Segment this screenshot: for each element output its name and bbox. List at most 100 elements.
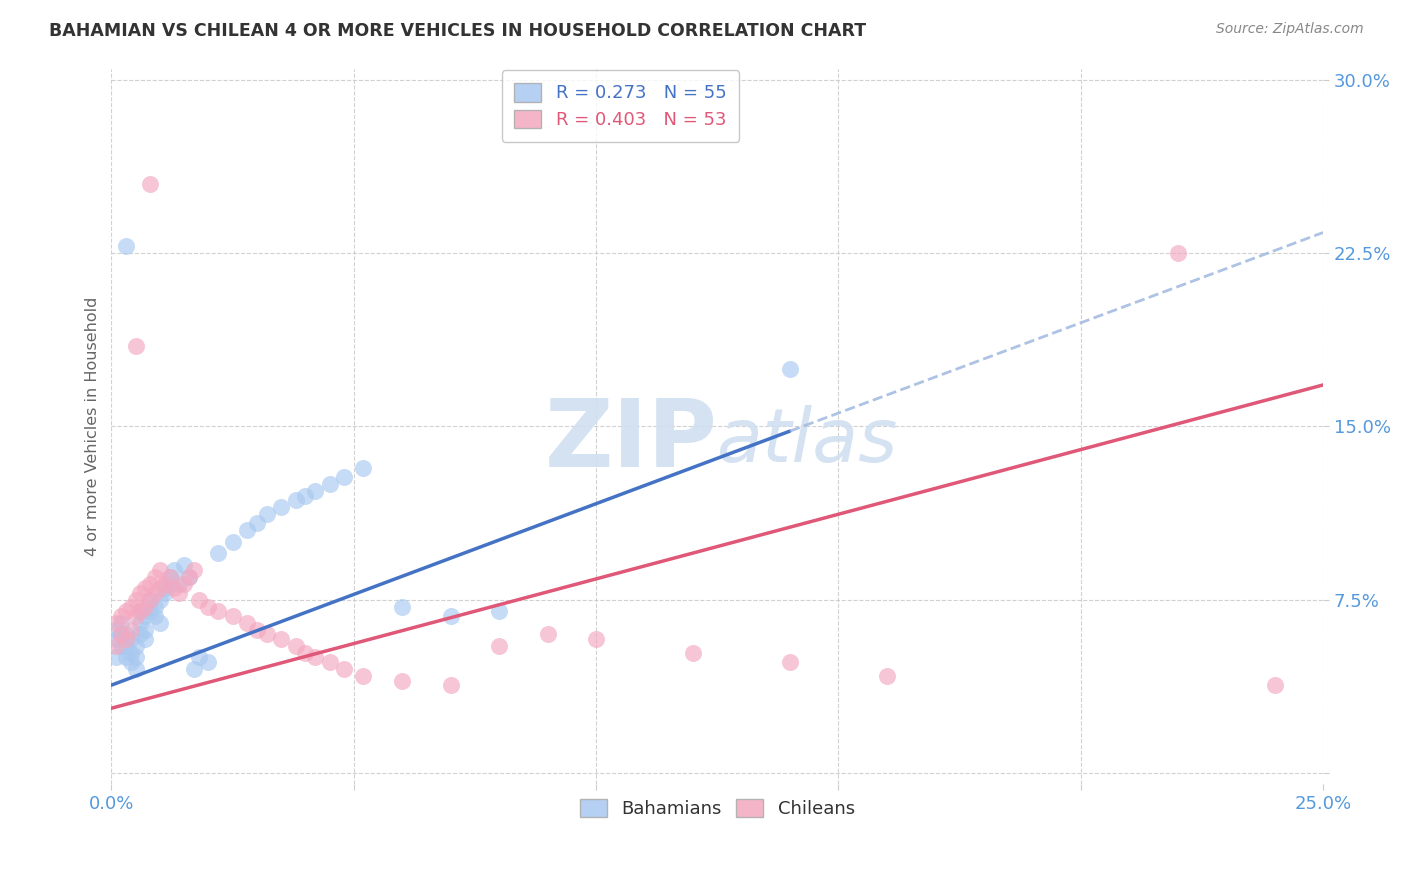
- Point: [124, 592, 146, 607]
- Point: [120, 599, 142, 614]
- Point: [110, 627, 132, 641]
- Point: [129, 627, 152, 641]
- Point: [353, 461, 375, 475]
- Point: [120, 623, 142, 637]
- Point: [333, 470, 356, 484]
- Point: [110, 639, 132, 653]
- Point: [129, 586, 152, 600]
- Point: [115, 239, 138, 253]
- Legend: Bahamians, Chileans: Bahamians, Chileans: [572, 792, 862, 825]
- Point: [159, 569, 181, 583]
- Point: [159, 569, 181, 583]
- Point: [169, 576, 191, 591]
- Point: [143, 608, 166, 623]
- Point: [682, 646, 704, 660]
- Point: [110, 608, 132, 623]
- Point: [187, 592, 209, 607]
- Point: [207, 547, 229, 561]
- Point: [207, 604, 229, 618]
- Point: [134, 623, 156, 637]
- Point: [159, 576, 181, 591]
- Point: [105, 639, 128, 653]
- Point: [124, 608, 146, 623]
- Point: [134, 581, 156, 595]
- Point: [221, 608, 243, 623]
- Point: [294, 646, 316, 660]
- Point: [304, 484, 326, 499]
- Point: [488, 604, 510, 618]
- Point: [134, 632, 156, 646]
- Point: [110, 627, 132, 641]
- Point: [177, 569, 200, 583]
- Y-axis label: 4 or more Vehicles in Household: 4 or more Vehicles in Household: [86, 297, 100, 556]
- Point: [173, 576, 195, 591]
- Point: [124, 639, 146, 653]
- Point: [284, 639, 307, 653]
- Point: [256, 507, 278, 521]
- Point: [585, 632, 607, 646]
- Point: [1264, 678, 1286, 692]
- Point: [120, 646, 142, 660]
- Point: [197, 655, 219, 669]
- Point: [115, 627, 138, 641]
- Point: [115, 639, 138, 653]
- Point: [440, 608, 463, 623]
- Point: [779, 361, 801, 376]
- Point: [169, 586, 191, 600]
- Point: [537, 627, 560, 641]
- Point: [163, 581, 186, 595]
- Point: [105, 632, 128, 646]
- Point: [153, 581, 176, 595]
- Point: [139, 592, 162, 607]
- Point: [153, 576, 176, 591]
- Point: [197, 599, 219, 614]
- Point: [1167, 246, 1189, 260]
- Point: [236, 524, 259, 538]
- Point: [294, 489, 316, 503]
- Point: [149, 581, 172, 595]
- Point: [246, 623, 269, 637]
- Point: [270, 500, 292, 515]
- Point: [236, 615, 259, 630]
- Point: [333, 662, 356, 676]
- Point: [488, 639, 510, 653]
- Point: [139, 576, 162, 591]
- Point: [124, 650, 146, 665]
- Point: [149, 563, 172, 577]
- Point: [318, 655, 340, 669]
- Point: [183, 563, 205, 577]
- Point: [139, 177, 162, 191]
- Point: [177, 569, 200, 583]
- Point: [143, 586, 166, 600]
- Point: [353, 669, 375, 683]
- Text: ZIP: ZIP: [544, 395, 717, 487]
- Point: [391, 599, 413, 614]
- Point: [115, 632, 138, 646]
- Point: [110, 615, 132, 630]
- Point: [139, 604, 162, 618]
- Point: [246, 516, 269, 531]
- Point: [187, 650, 209, 665]
- Point: [256, 627, 278, 641]
- Point: [440, 678, 463, 692]
- Point: [115, 604, 138, 618]
- Point: [120, 655, 142, 669]
- Point: [124, 338, 146, 352]
- Point: [270, 632, 292, 646]
- Point: [876, 669, 898, 683]
- Point: [129, 604, 152, 618]
- Point: [134, 608, 156, 623]
- Point: [304, 650, 326, 665]
- Text: atlas: atlas: [717, 405, 898, 477]
- Point: [134, 599, 156, 614]
- Point: [143, 599, 166, 614]
- Point: [183, 662, 205, 676]
- Point: [284, 493, 307, 508]
- Point: [143, 569, 166, 583]
- Point: [221, 535, 243, 549]
- Point: [115, 650, 138, 665]
- Point: [120, 632, 142, 646]
- Point: [139, 592, 162, 607]
- Point: [318, 477, 340, 491]
- Point: [149, 592, 172, 607]
